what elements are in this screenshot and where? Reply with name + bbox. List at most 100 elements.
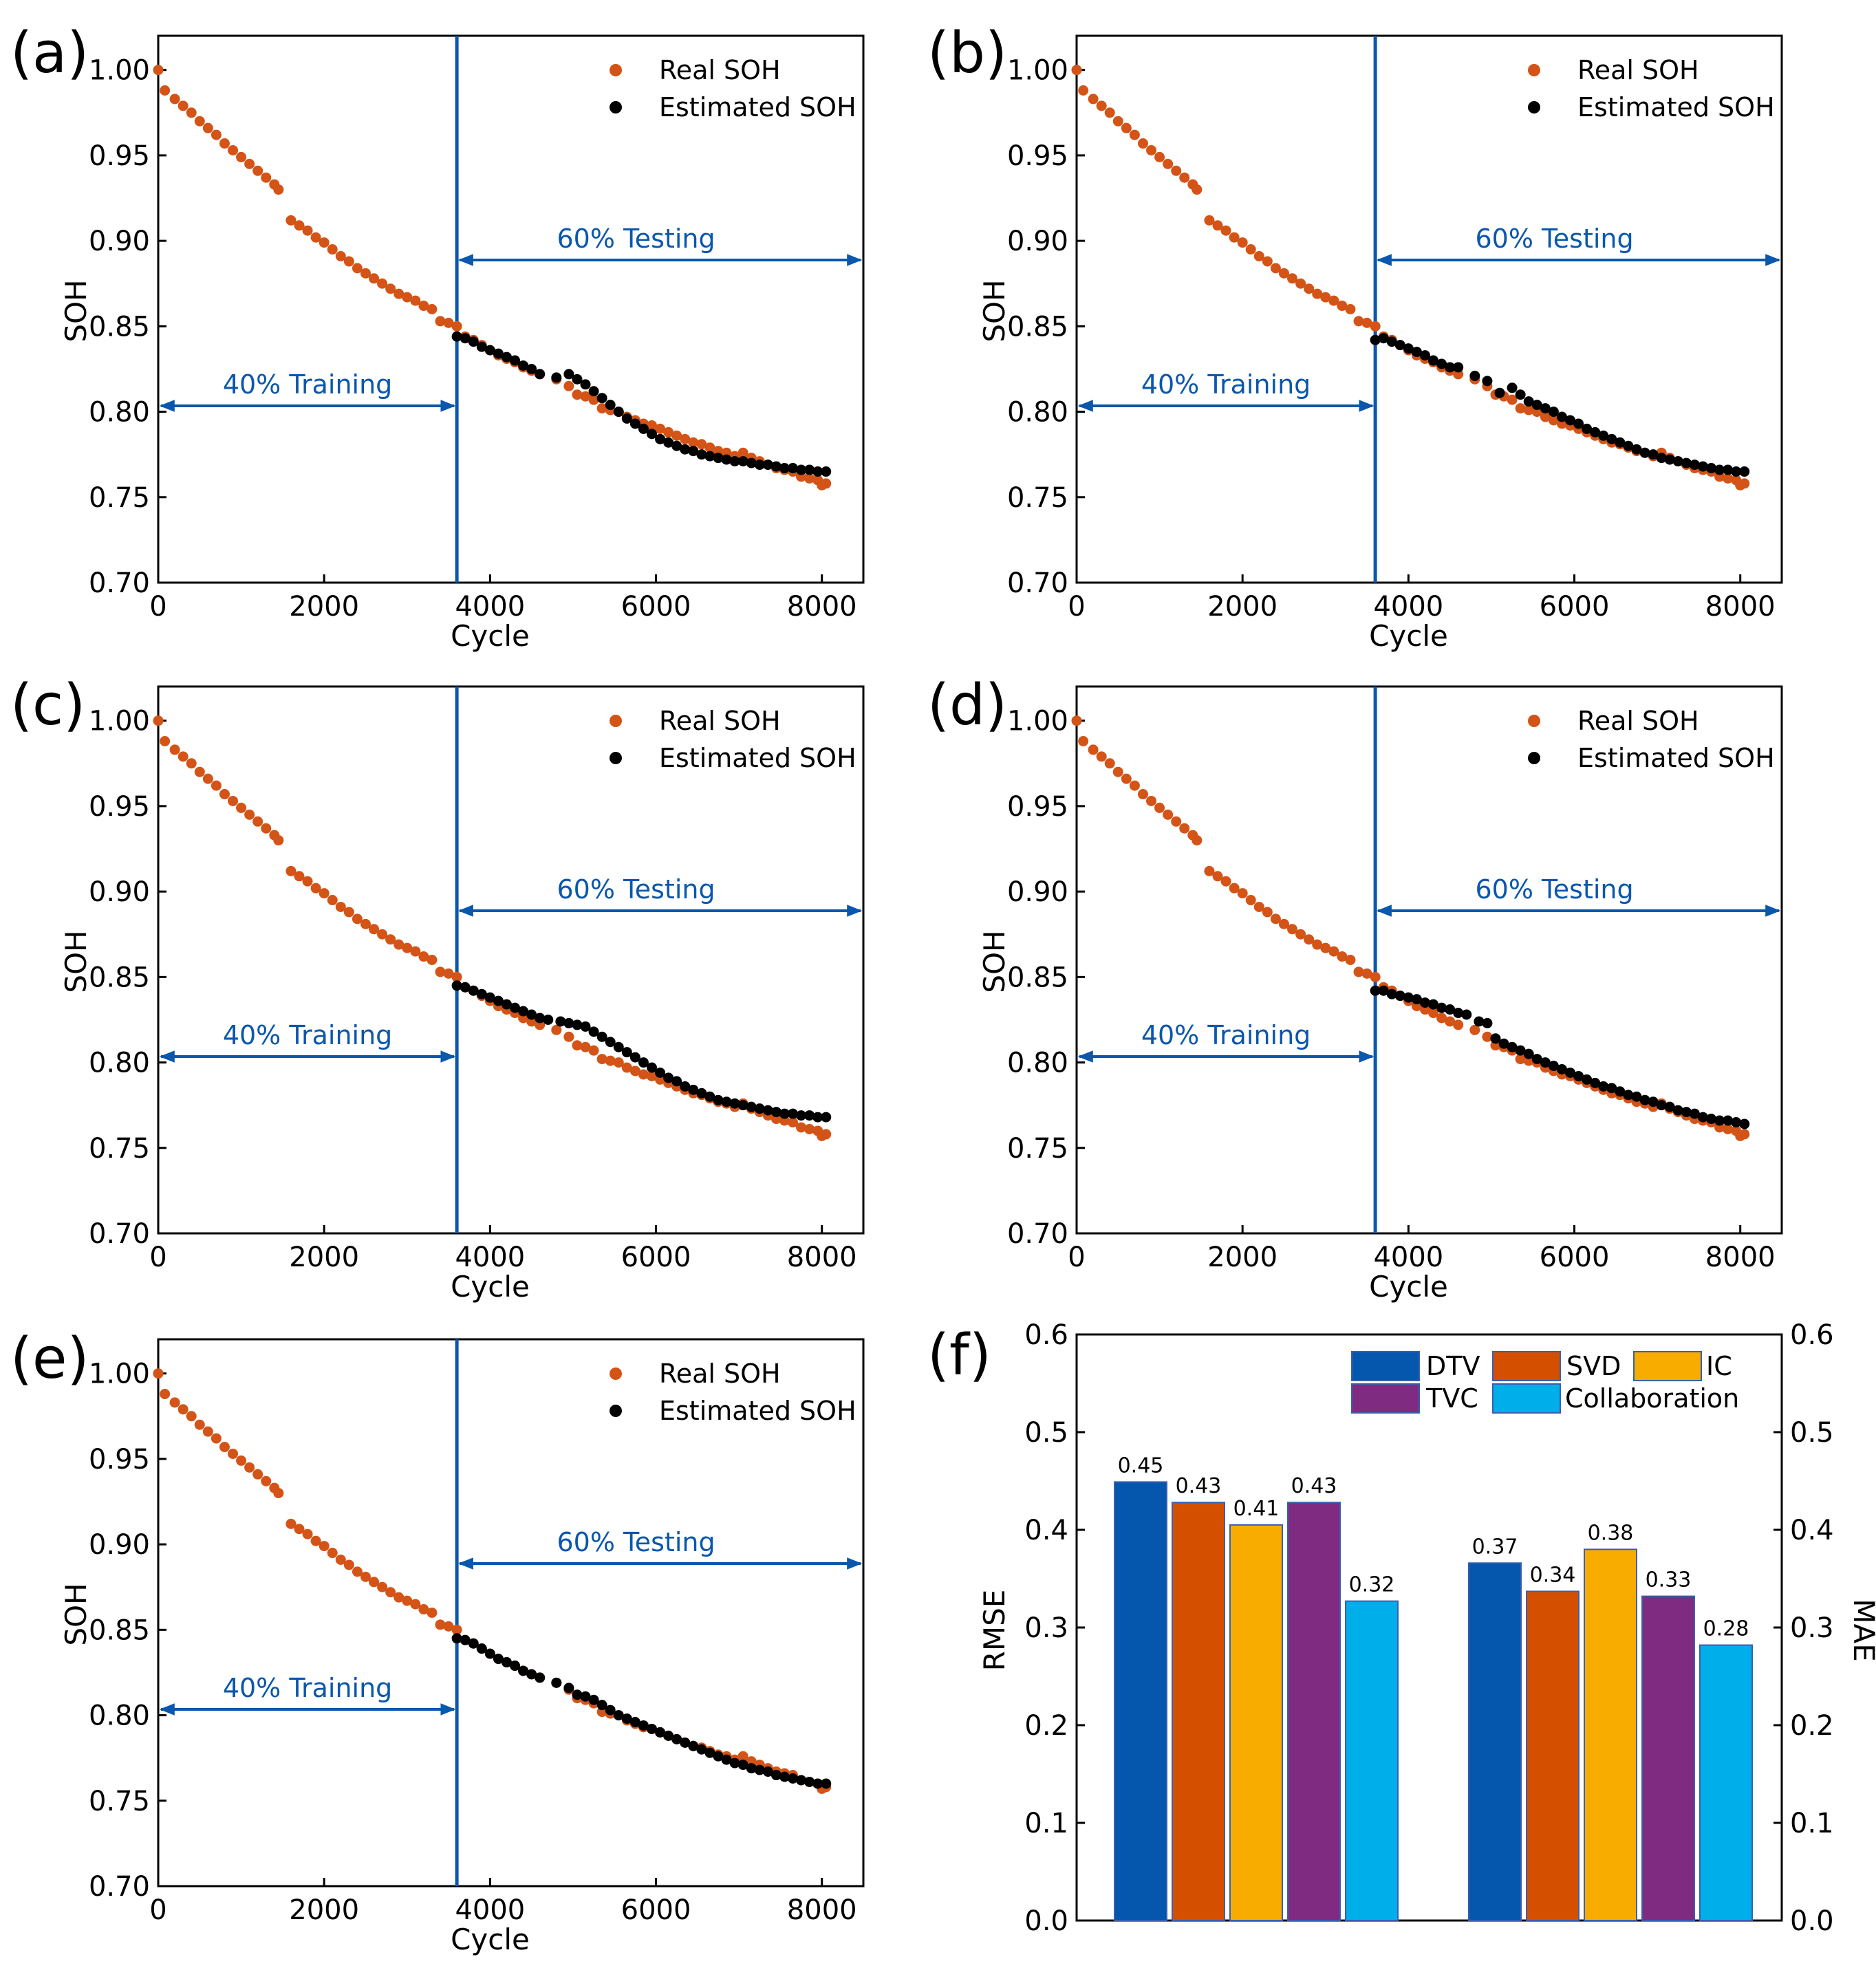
real-soh-point <box>563 380 574 391</box>
estimated-soh-point <box>1648 449 1659 460</box>
y-tick-label-right: 0.4 <box>1790 1515 1834 1546</box>
real-soh-point <box>202 1426 213 1437</box>
bar-tvc-mae <box>1641 1595 1695 1922</box>
estimated-soh-point <box>1445 362 1456 373</box>
estimated-soh-point <box>629 1052 640 1063</box>
y-tick-label-left: 0.6 <box>1024 1319 1068 1351</box>
real-soh-point <box>1154 151 1165 162</box>
testing-label: 60% Testing <box>557 1527 715 1557</box>
real-soh-point <box>194 766 205 777</box>
real-soh-point <box>1078 736 1089 746</box>
y-tick-label: 0.90 <box>89 1529 150 1561</box>
y-tick-label: 0.95 <box>89 140 150 172</box>
estimated-soh-point <box>1565 415 1575 426</box>
legend-marker-estimated <box>1528 752 1540 764</box>
real-soh-point <box>1212 871 1223 882</box>
real-soh-point <box>310 1535 321 1546</box>
real-soh-point <box>1345 955 1356 965</box>
real-soh-point <box>319 1541 330 1552</box>
estimated-soh-point <box>1540 1057 1551 1068</box>
bar-panel-f: 0.0 0.1 0.2 0.3 0.4 0.5 0.6 0.0 0.1 0.2 0.3 0.4 0.5 0… <box>927 1319 1876 1937</box>
estimated-soh-point <box>613 407 624 418</box>
real-soh-point <box>821 478 832 489</box>
real-soh-point <box>1287 924 1298 935</box>
estimated-soh-point <box>493 1654 504 1665</box>
bar-value-label: 0.32 <box>1349 1573 1395 1597</box>
estimated-soh-point <box>535 1013 546 1024</box>
estimated-soh-point <box>1615 1086 1626 1097</box>
estimated-soh-point <box>596 393 607 404</box>
estimated-soh-point <box>729 1758 740 1769</box>
estimated-soh-point <box>737 456 748 467</box>
estimated-soh-point <box>1739 466 1750 477</box>
x-tick-label: 4000 <box>1373 591 1443 623</box>
estimated-soh-point <box>526 363 537 374</box>
y-tick-label: 1.00 <box>1007 706 1068 737</box>
estimated-soh-point <box>1731 466 1742 477</box>
real-soh-point <box>1361 968 1372 979</box>
legend-swatch-dtv <box>1351 1351 1420 1381</box>
y-axis-title: SOH <box>978 279 1011 342</box>
real-soh-point <box>588 394 599 405</box>
real-soh-point <box>580 1041 591 1052</box>
x-tick-label: 6000 <box>621 1242 691 1273</box>
estimated-soh-point <box>1656 453 1667 464</box>
training-label: 40% Training <box>223 1673 392 1703</box>
estimated-soh-point <box>1582 423 1593 434</box>
estimated-soh-point <box>1436 358 1447 369</box>
real-soh-point <box>360 918 371 929</box>
estimated-soh-point <box>1482 1017 1493 1028</box>
estimated-soh-point <box>788 463 798 474</box>
legend: DTV SVD IC TVC Collaboration <box>1351 1351 1739 1414</box>
estimated-soh-point <box>647 1723 657 1734</box>
real-soh-point <box>273 1488 284 1499</box>
estimated-soh-point <box>580 379 591 390</box>
bar-ic-mae <box>1584 1548 1637 1921</box>
estimated-soh-point <box>746 1101 757 1112</box>
real-soh-point <box>621 1062 632 1073</box>
legend-label-estimated: Estimated SOH <box>659 1396 856 1426</box>
real-soh-point <box>1121 122 1132 133</box>
estimated-soh-point <box>518 360 529 371</box>
real-soh-point <box>596 403 607 414</box>
real-soh-point <box>1096 751 1107 762</box>
estimated-soh-point <box>1428 999 1439 1010</box>
real-soh-point <box>211 1433 222 1444</box>
real-soh-point <box>1220 876 1231 887</box>
estimated-soh-point <box>460 982 471 993</box>
estimated-soh-point <box>1723 1115 1734 1126</box>
real-soh-point <box>1436 1013 1447 1024</box>
real-soh-point <box>369 924 380 935</box>
y-tick-label: 1.00 <box>89 706 150 737</box>
scatter-panel-d: 0 2000 4000 6000 8000 0.70 0.75 0.80 0.85 0.90 0.9… <box>927 673 1783 1304</box>
x-tick-label: 2000 <box>289 1894 359 1926</box>
real-soh-point <box>1739 478 1750 489</box>
estimated-soh-point <box>451 1633 462 1644</box>
real-soh-point <box>1071 715 1082 726</box>
estimated-soh-point <box>1498 1038 1509 1049</box>
legend-label-real: Real SOH <box>1577 55 1699 85</box>
estimated-soh-point <box>638 1720 649 1731</box>
x-axis-title: Cycle <box>451 619 530 653</box>
estimated-soh-point <box>1419 350 1430 361</box>
estimated-soh-point <box>1540 403 1551 414</box>
bar-value-label: 0.41 <box>1233 1497 1280 1521</box>
real-soh-point <box>1337 951 1348 962</box>
scatter-panel-b: 0 2000 4000 6000 8000 0.70 0.75 0.80 0.85 0.90 0.9… <box>927 21 1783 653</box>
estimated-soh-point <box>460 1634 471 1645</box>
legend-label-tvc: TVC <box>1425 1383 1478 1414</box>
real-soh-point <box>393 1592 405 1603</box>
x-tick-label: 0 <box>149 591 166 623</box>
testing-label: 60% Testing <box>557 224 715 254</box>
real-soh-point <box>1146 144 1157 155</box>
estimated-soh-point <box>1403 343 1414 354</box>
y-tick-label-right: 0.6 <box>1790 1319 1834 1351</box>
training-label: 40% Training <box>1141 369 1311 400</box>
real-soh-point <box>393 288 405 299</box>
x-axis-title: Cycle <box>451 1923 530 1956</box>
y-tick-label-left: 0.5 <box>1024 1417 1068 1449</box>
real-soh-point <box>737 1751 748 1762</box>
panel-label: (d) <box>927 673 1007 738</box>
real-soh-point <box>236 1455 247 1466</box>
estimated-soh-point <box>647 1062 657 1073</box>
